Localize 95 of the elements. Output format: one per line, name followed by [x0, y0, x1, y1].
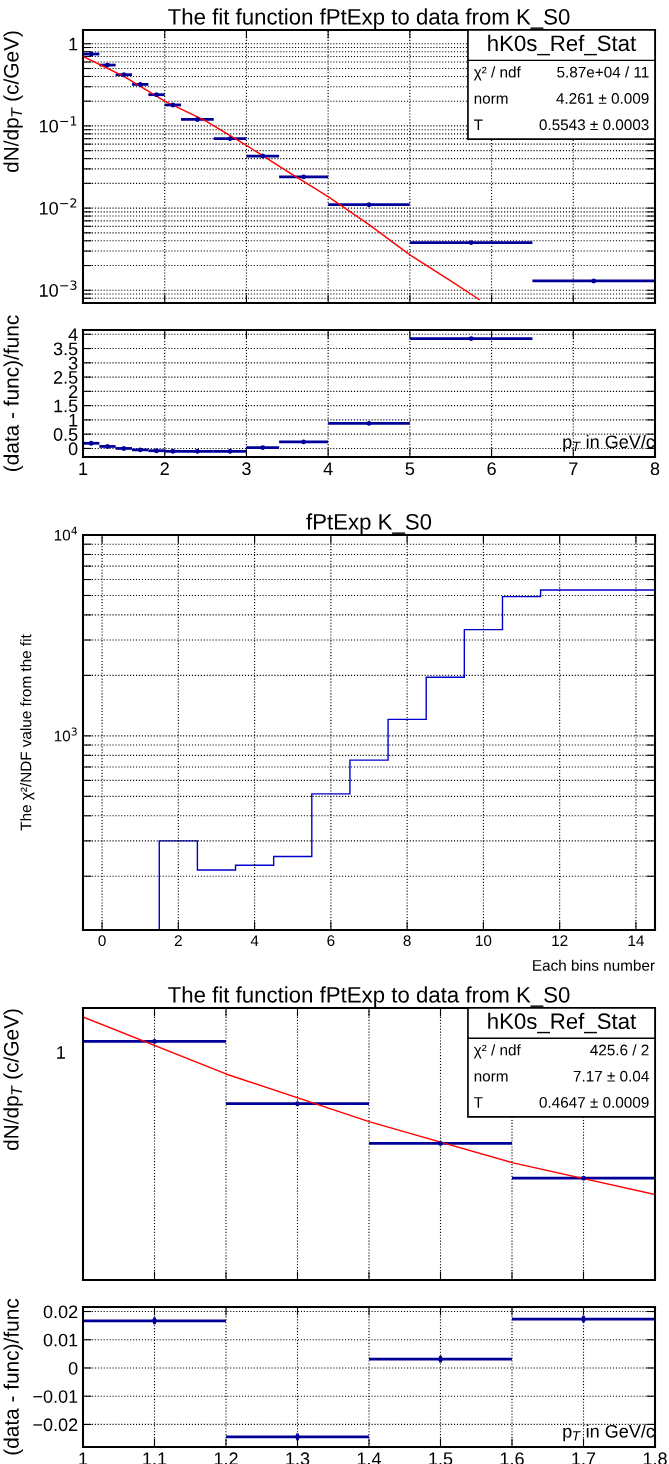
point — [227, 136, 233, 142]
y-tick-label: −0.01 — [33, 1390, 78, 1403]
point — [154, 92, 159, 98]
x-tick-label: 14 — [628, 935, 644, 946]
point — [170, 448, 176, 454]
annotation: hK0s_Ref_Stat — [488, 1012, 637, 1034]
annotation: T — [474, 1097, 483, 1108]
x-axis-title: p$_{T}$ in GeV/c — [563, 434, 655, 452]
x-tick-label: 8 — [650, 462, 660, 476]
y-tick-label: 1.5 — [54, 399, 78, 413]
y-tick-label: 10$^{−1}$ — [39, 116, 77, 133]
point — [260, 445, 266, 451]
point — [121, 446, 127, 451]
point — [105, 62, 110, 68]
y-axis-title: (data - func)/func — [3, 1298, 23, 1455]
point — [260, 153, 266, 159]
point — [295, 1101, 300, 1107]
y-tick-label: 0.02 — [43, 1305, 78, 1319]
x-axis-title: p$_{T}$ in GeV/c — [563, 1424, 655, 1442]
x-tick-label: 6 — [487, 462, 496, 476]
point — [137, 447, 143, 453]
y-tick-label: 2.5 — [53, 371, 78, 384]
x-tick-label: 1 — [79, 462, 88, 475]
chart-title: The fit function fPtExp to data from K_S0 — [168, 8, 570, 30]
x-tick-label: 1.2 — [214, 1452, 238, 1464]
y-tick-label: 10$^{3}$ — [54, 727, 77, 742]
annotation: 5.87e+04 / 11 — [557, 66, 649, 78]
point — [137, 81, 143, 87]
y-axis-title: The χ²/NDF value from the fit — [20, 634, 35, 831]
annotation: χ² / ndf — [473, 1044, 521, 1059]
y-axis-title: dN/dp$_{T}$ (c/GeV) — [3, 1009, 23, 1151]
x-tick-label: 10 — [476, 935, 492, 947]
annotation: norm — [474, 95, 508, 104]
chart-title: fPtExp K_S0 — [306, 513, 432, 535]
y-tick-label: 10$^{4}$ — [54, 526, 78, 541]
annotation: χ² / ndf — [473, 66, 521, 81]
point — [194, 116, 200, 122]
annotation: 0.5543 ± 0.0003 — [539, 119, 649, 131]
x-tick-label: 8 — [403, 935, 411, 947]
x-tick-label: 1 — [79, 1452, 88, 1464]
point — [438, 1141, 443, 1146]
y-tick-label: 3 — [68, 356, 78, 370]
x-tick-label: 2 — [160, 462, 169, 475]
x-tick-label: 1.1 — [143, 1452, 167, 1464]
y-axis-title: dN/dp$_{T}$ (c/GeV) — [3, 31, 23, 173]
annotation: 7.17 ± 0.04 — [573, 1070, 649, 1082]
x-tick-label: 2 — [174, 935, 182, 946]
x-tick-label: 12 — [552, 935, 568, 946]
annotation: 0.4647 ± 0.0009 — [539, 1096, 649, 1108]
y-axis-title: (data - func)/func — [3, 315, 23, 471]
y-tick-label: 10$^{−3}$ — [39, 280, 77, 297]
x-tick-label: 1.7 — [572, 1452, 596, 1464]
point — [194, 448, 200, 454]
point — [88, 440, 94, 446]
point — [154, 448, 159, 454]
point — [88, 51, 94, 57]
annotation: T — [474, 119, 483, 131]
x-tick-label: 5 — [405, 462, 415, 476]
y-tick-label: 0.01 — [43, 1333, 78, 1347]
point — [468, 336, 474, 341]
x-tick-label: 4 — [250, 935, 259, 946]
y-tick-label: 2 — [69, 385, 78, 398]
x-tick-label: 7 — [569, 462, 578, 475]
chart-title: The fit function fPtExp to data from K_S0 — [168, 986, 570, 1008]
y-tick-label: 1 — [69, 37, 78, 51]
annotation: 425.6 / 2 — [590, 1044, 649, 1056]
y-tick-label: 4 — [68, 328, 78, 341]
y-tick-label: 1 — [69, 414, 78, 427]
point — [121, 72, 127, 78]
annotation: norm — [474, 1073, 508, 1082]
x-tick-label: 4 — [323, 462, 333, 475]
y-tick-label: 0 — [68, 442, 78, 456]
x-tick-label: 3 — [242, 462, 251, 476]
x-axis-title: Each bins number — [533, 959, 655, 971]
point — [366, 420, 372, 426]
y-tick-label: 0 — [68, 1361, 78, 1375]
annotation: hK0s_Ref_Stat — [488, 34, 637, 56]
point — [468, 240, 474, 246]
point — [301, 174, 307, 180]
y-tick-label: 10$^{−2}$ — [39, 198, 77, 215]
x-tick-label: 1.4 — [357, 1452, 382, 1464]
y-tick-label: 0.5 — [53, 428, 78, 441]
point — [152, 1038, 157, 1044]
x-tick-label: 0 — [98, 935, 106, 947]
annotation: 4.261 ± 0.009 — [556, 93, 649, 104]
point — [581, 1175, 586, 1181]
point — [591, 278, 597, 284]
point — [227, 448, 233, 454]
x-tick-label: 6 — [327, 935, 335, 947]
point — [170, 102, 176, 108]
point — [105, 444, 110, 449]
point — [301, 439, 307, 445]
point — [366, 202, 372, 208]
y-tick-label: 3.5 — [53, 342, 78, 356]
y-tick-label: −0.02 — [33, 1418, 78, 1432]
